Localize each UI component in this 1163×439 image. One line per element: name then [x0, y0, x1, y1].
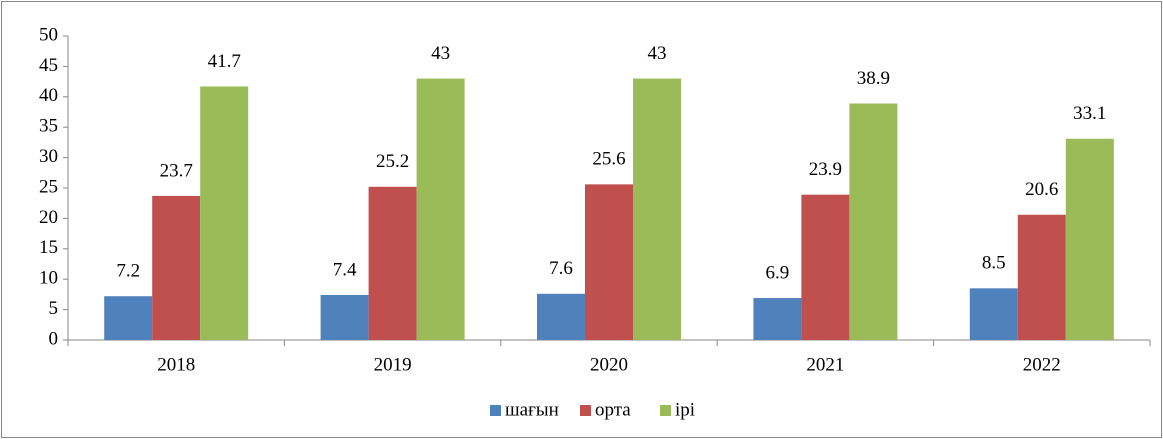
legend-swatch — [580, 405, 591, 416]
bar — [969, 288, 1018, 340]
legend-swatch — [660, 405, 671, 416]
bar — [801, 194, 850, 340]
data-label: 43 — [648, 43, 667, 64]
bar — [104, 296, 153, 340]
y-tick-label: 50 — [39, 24, 58, 45]
x-tick-label: 2022 — [1023, 354, 1061, 375]
legend-swatch — [490, 405, 501, 416]
data-label: 6.9 — [766, 262, 790, 283]
data-label: 7.2 — [116, 261, 140, 282]
data-label: 38.9 — [857, 68, 890, 89]
bar — [1065, 138, 1114, 340]
data-label: 8.5 — [982, 253, 1006, 274]
bar — [849, 103, 898, 340]
x-tick-label: 2018 — [157, 354, 195, 375]
y-tick-label: 10 — [39, 268, 58, 289]
bar — [416, 78, 465, 340]
data-label: 7.4 — [333, 259, 357, 280]
data-label: 20.6 — [1025, 179, 1058, 200]
y-tick-label: 30 — [39, 146, 58, 167]
legend-label: орта — [595, 399, 631, 420]
x-tick-label: 2019 — [374, 354, 412, 375]
x-tick-label: 2021 — [806, 354, 844, 375]
y-tick-label: 40 — [39, 85, 58, 106]
bar — [753, 298, 802, 340]
bar — [537, 293, 585, 340]
y-tick-label: 35 — [39, 116, 58, 137]
data-label: 33.1 — [1073, 103, 1106, 124]
data-label: 23.9 — [809, 159, 842, 180]
y-tick-label: 5 — [49, 298, 59, 319]
y-tick-label: 15 — [39, 237, 58, 258]
data-label: 23.7 — [160, 160, 193, 181]
y-tick-label: 20 — [39, 207, 58, 228]
bar — [1017, 214, 1066, 340]
y-tick-label: 0 — [49, 328, 59, 349]
data-label: 41.7 — [208, 51, 241, 72]
bar — [585, 184, 633, 340]
y-tick-label: 25 — [39, 176, 58, 197]
bar — [152, 195, 201, 340]
legend-label: шағын — [505, 399, 559, 420]
data-label: 7.6 — [549, 258, 573, 279]
legend-label: ірі — [675, 399, 695, 420]
y-tick-label: 45 — [39, 55, 58, 76]
bar — [633, 78, 681, 340]
bar — [200, 86, 249, 341]
bar — [368, 186, 417, 340]
data-label: 25.2 — [376, 151, 409, 172]
bar — [320, 295, 369, 340]
data-label: 25.6 — [592, 149, 625, 170]
x-tick-label: 2020 — [590, 354, 628, 375]
data-label: 43 — [431, 43, 450, 64]
